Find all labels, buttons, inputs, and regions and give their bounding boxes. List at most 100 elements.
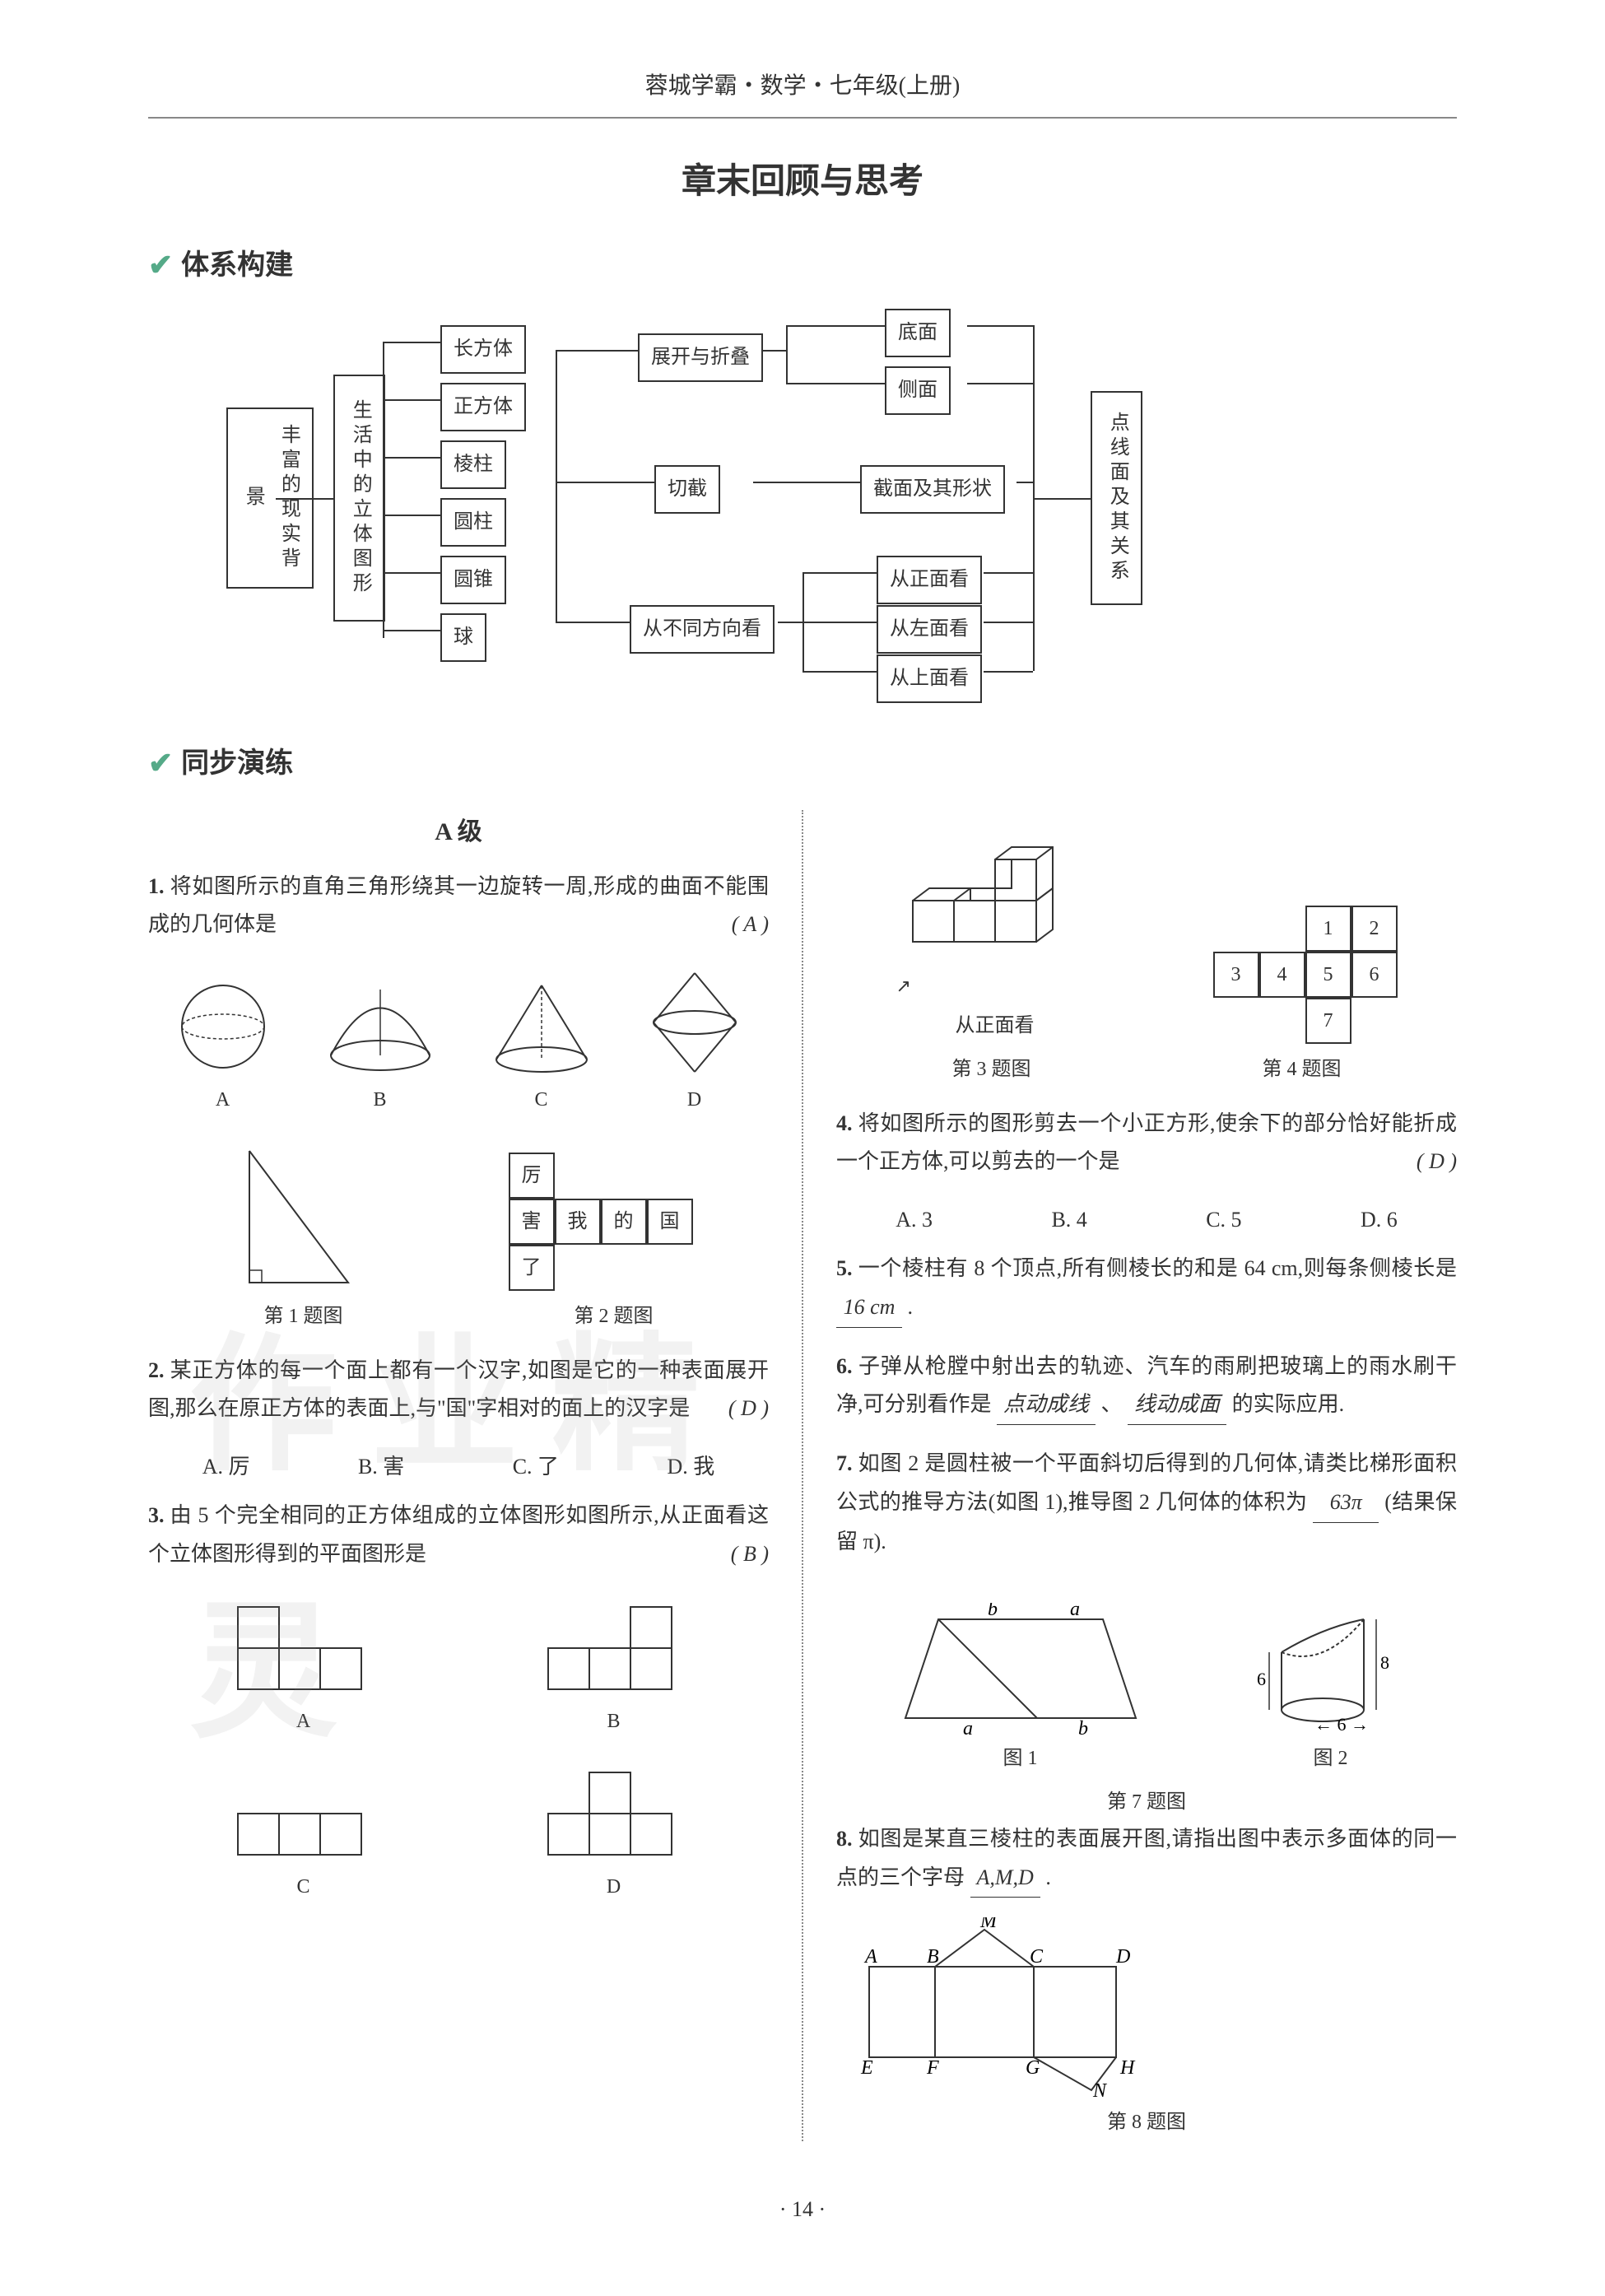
fc-mid2: 切截 — [654, 465, 720, 514]
q8-num: 8. — [836, 1827, 853, 1851]
q3-opt-c: C — [230, 1805, 378, 1905]
q1-fig-b: B — [323, 977, 438, 1118]
svg-text:b: b — [988, 1603, 998, 1620]
q1-figures: A B C D — [148, 969, 769, 1118]
question-6: 6. 子弹从枪膛中射出去的轨迹、汽车的雨刷把玻璃上的雨水刷干净,可分别看作是 点… — [836, 1348, 1457, 1426]
main-title: 章末回顾与思考 — [148, 151, 1457, 214]
q7-figures: b a a b 图 1 6 8 ← 6 → 图 2 — [836, 1586, 1457, 1777]
section-header-2: ✔ 同步演练 — [148, 737, 1457, 790]
q7-caption: 第 7 题图 — [836, 1785, 1457, 1820]
fc-leaf4: 从正面看 — [877, 556, 982, 604]
q4-num: 4. — [836, 1111, 853, 1135]
q7-blank: 63π — [1313, 1483, 1379, 1523]
q1-num: 1. — [148, 874, 165, 898]
q2-answer: ( D ) — [728, 1390, 769, 1428]
q5-text-b: . — [908, 1295, 914, 1319]
q3-options-row1: A B — [148, 1599, 769, 1739]
fc-mid3: 从不同方向看 — [630, 605, 775, 654]
svg-text:G: G — [1026, 2057, 1040, 2079]
svg-text:F: F — [926, 2057, 939, 2079]
page-header: 蓉城学霸・数学・七年级(上册) — [148, 66, 1457, 119]
fc-leaf6: 从上面看 — [877, 654, 982, 703]
svg-text:8: 8 — [1380, 1652, 1389, 1673]
q4-options: A. 3 B. 4 C. 5 D. 6 — [836, 1201, 1457, 1240]
q4-answer: ( D ) — [1417, 1143, 1457, 1181]
q1-triangle — [225, 1143, 356, 1291]
q3-opt-b: B — [540, 1599, 688, 1739]
svg-text:a: a — [963, 1718, 973, 1735]
column-divider — [802, 810, 803, 2141]
q4-net: 12 3456 7 — [1213, 906, 1398, 1044]
svg-text:H: H — [1119, 2057, 1136, 2079]
q4-text: 将如图所示的图形剪去一个小正方形,使余下的部分恰好能折成一个正方体,可以剪去的一… — [836, 1111, 1457, 1174]
fc-leaf3: 截面及其形状 — [860, 465, 1005, 514]
q6-num: 6. — [836, 1354, 853, 1378]
two-column-layout: A 级 1. 将如图所示的直角三角形绕其一边旋转一周,形成的曲面不能围成的几何体… — [148, 810, 1457, 2141]
q6-blank1: 点动成线 — [997, 1386, 1096, 1425]
q3-q4-captions: 第 3 题图 第 4 题图 — [836, 1052, 1457, 1087]
q3-q4-figures: ↗ 从正面看 12 3456 7 — [836, 835, 1457, 1045]
svg-text:a: a — [1070, 1603, 1080, 1620]
svg-text:N: N — [1092, 2080, 1108, 2098]
q7-num: 7. — [836, 1451, 853, 1475]
svg-text:b: b — [1078, 1718, 1088, 1735]
fc-leaf5: 从左面看 — [877, 605, 982, 654]
question-3: 3. 由 5 个完全相同的正方体组成的立体图形如图所示,从正面看这个立体图形得到… — [148, 1497, 769, 1574]
q2-net: 厉 害我的国 了 — [509, 1153, 693, 1291]
fc-right: 点线面及其关系 — [1091, 391, 1142, 605]
fc-shape-2: 棱柱 — [440, 440, 506, 489]
fc-shape-0: 长方体 — [440, 325, 526, 374]
question-4: 4. 将如图所示的图形剪去一个小正方形,使余下的部分恰好能折成一个正方体,可以剪… — [836, 1105, 1457, 1182]
q1-fig-a: A — [174, 977, 272, 1118]
q8-blank: A,M,D — [970, 1859, 1040, 1898]
q6-blank2: 线动成面 — [1128, 1386, 1226, 1425]
svg-text:B: B — [927, 1946, 939, 1968]
q3-input-fig: ↗ 从正面看 — [896, 835, 1094, 1045]
section-header-1: ✔ 体系构建 — [148, 239, 1457, 292]
svg-text:E: E — [860, 2057, 873, 2079]
question-7: 7. 如图 2 是圆柱被一个平面斜切后得到的几何体,请类比梯形面积公式的推导方法… — [836, 1445, 1457, 1561]
fc-shape-5: 球 — [440, 613, 486, 662]
right-column: ↗ 从正面看 12 3456 7 第 3 题图 第 4 题图 4. 将如图所示的… — [836, 810, 1457, 2141]
q3-text: 由 5 个完全相同的正方体组成的立体图形如图所示,从正面看这个立体图形得到的平面… — [148, 1503, 769, 1566]
q7-fig1: b a a b 图 1 — [889, 1603, 1152, 1777]
q6-sep: 、 — [1101, 1392, 1123, 1416]
q1-fig-d: D — [645, 969, 744, 1118]
question-8: 8. 如图是某直三棱柱的表面展开图,请指出图中表示多面体的同一点的三个字母 A,… — [836, 1820, 1457, 1898]
q8-figure: A B C D E F G H M N 第 8 题图 — [836, 1917, 1457, 2140]
q2-options: A. 厉 B. 害 C. 了 D. 我 — [148, 1448, 769, 1487]
q1-q2-captions: 第 1 题图 第 2 题图 — [148, 1299, 769, 1334]
fc-shape-1: 正方体 — [440, 383, 526, 431]
svg-text:M: M — [979, 1917, 998, 1932]
left-column: A 级 1. 将如图所示的直角三角形绕其一边旋转一周,形成的曲面不能围成的几何体… — [148, 810, 769, 2141]
q3-opt-d: D — [540, 1764, 688, 1905]
q5-num: 5. — [836, 1256, 853, 1280]
question-1: 1. 将如图所示的直角三角形绕其一边旋转一周,形成的曲面不能围成的几何体是 ( … — [148, 868, 769, 945]
q1-text: 将如图所示的直角三角形绕其一边旋转一周,形成的曲面不能围成的几何体是 — [148, 874, 769, 937]
level-a: A 级 — [148, 810, 769, 855]
q3-answer: ( B ) — [731, 1535, 769, 1574]
q3-options-row2: C D — [148, 1764, 769, 1905]
flowchart: 丰富的现实背景 生活中的立体图形 长方体 正方体 棱柱 圆柱 圆锥 球 展开与折… — [226, 309, 1379, 704]
q5-text-a: 一个棱柱有 8 个顶点,所有侧棱长的和是 64 cm,则每条侧棱长是 — [858, 1256, 1457, 1280]
fc-shape-4: 圆锥 — [440, 556, 506, 604]
svg-text:A: A — [863, 1946, 877, 1968]
svg-text:← 6 →: ← 6 → — [1314, 1714, 1369, 1735]
page-number: · 14 · — [148, 2191, 1457, 2229]
q3-num: 3. — [148, 1503, 165, 1527]
q5-blank: 16 cm — [836, 1288, 902, 1328]
q7-fig2: 6 8 ← 6 → 图 2 — [1257, 1586, 1405, 1777]
q2-text: 某正方体的每一个面上都有一个汉字,如图是它的一种表面展开图,那么在原正方体的表面… — [148, 1358, 769, 1421]
fc-leaf2: 侧面 — [885, 366, 951, 415]
q2-num: 2. — [148, 1358, 165, 1382]
svg-text:6: 6 — [1257, 1669, 1266, 1689]
svg-text:D: D — [1115, 1946, 1130, 1968]
fc-root2: 生活中的立体图形 — [333, 375, 385, 622]
q1-q2-inputs: 厉 害我的国 了 — [148, 1143, 769, 1291]
question-5: 5. 一个棱柱有 8 个顶点,所有侧棱长的和是 64 cm,则每条侧棱长是 16… — [836, 1250, 1457, 1328]
q1-answer: ( A ) — [732, 906, 769, 944]
check-icon: ✔ — [148, 737, 173, 790]
svg-text:C: C — [1030, 1946, 1044, 1968]
q8-text-b: . — [1045, 1865, 1051, 1889]
q3-opt-a: A — [230, 1599, 378, 1739]
